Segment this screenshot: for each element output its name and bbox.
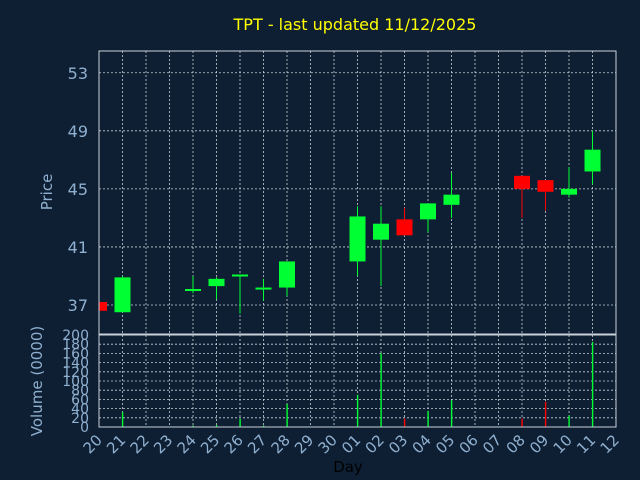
x-tick-label: 22 xyxy=(127,431,153,457)
x-tick-label: 11 xyxy=(573,431,599,457)
x-tick-label: 30 xyxy=(315,431,341,457)
chart-title: TPT - last updated 11/12/2025 xyxy=(233,15,477,34)
volume-tick-label: 60 xyxy=(71,392,89,408)
x-tick-label: 28 xyxy=(268,431,294,457)
price-axis-label: Price xyxy=(38,174,56,211)
volume-plot-frame xyxy=(98,334,617,428)
volume-bar-09 xyxy=(544,401,547,427)
x-tick-label: 21 xyxy=(103,431,129,457)
volume-bar-25 xyxy=(215,425,218,427)
candle-body-11 xyxy=(584,149,601,172)
price-tick-label: 37 xyxy=(68,296,88,315)
volume-tick-label: 20 xyxy=(71,411,89,427)
x-tick-label: 29 xyxy=(291,431,317,457)
candle-body-08 xyxy=(514,175,530,189)
price-tick-label: 49 xyxy=(68,122,88,141)
volume-bar-01 xyxy=(356,394,359,427)
volume-bars xyxy=(121,341,594,427)
candle-body-27 xyxy=(255,287,272,290)
volume-axis-label: Volume (0000) xyxy=(28,326,46,436)
candle-body-25 xyxy=(208,278,225,287)
x-tick-label: 27 xyxy=(244,431,270,457)
volume-bar-21 xyxy=(121,412,124,427)
x-tick-label: 12 xyxy=(597,431,623,457)
volume-bar-04 xyxy=(427,410,429,427)
price-tick-label: 45 xyxy=(68,180,88,199)
price-tick-label: 53 xyxy=(68,64,88,83)
candle-body-01 xyxy=(349,216,366,262)
candle-body-09 xyxy=(537,180,554,192)
volume-tick-label: 100 xyxy=(62,374,89,390)
volume-tick-label: 40 xyxy=(71,402,89,418)
price-gridlines xyxy=(98,51,617,334)
candle-body-24 xyxy=(185,289,201,292)
x-tick-label: 01 xyxy=(338,431,364,457)
price-tick-label: 41 xyxy=(68,238,88,257)
volume-tick-label: 160 xyxy=(62,346,89,362)
x-tick-label: 04 xyxy=(409,431,435,457)
candle-body-03 xyxy=(396,219,413,236)
volume-tick-label: 0 xyxy=(80,420,89,436)
x-tick-label: 25 xyxy=(197,431,223,457)
day-axis-label: Day xyxy=(333,458,363,476)
volume-bar-02 xyxy=(380,353,382,427)
volume-tick-label: 80 xyxy=(71,383,89,399)
candle-body-05 xyxy=(443,194,460,205)
day-x-ticks: 2021222324252627282930010203040506070809… xyxy=(80,431,623,457)
x-tick-label: 08 xyxy=(503,431,529,457)
candlesticks xyxy=(98,130,601,314)
x-tick-label: 07 xyxy=(479,431,505,457)
candle-body-26 xyxy=(232,274,248,277)
x-tick-label: 02 xyxy=(362,431,388,457)
candle-body-28 xyxy=(279,261,295,288)
x-tick-label: 05 xyxy=(432,431,458,457)
volume-tick-label: 120 xyxy=(62,365,89,381)
x-tick-label: 09 xyxy=(526,431,552,457)
x-tick-label: 10 xyxy=(550,431,576,457)
candle-body-02 xyxy=(373,223,389,240)
x-tick-label: 03 xyxy=(385,431,411,457)
volume-bar-03 xyxy=(403,418,406,427)
volume-tick-label: 200 xyxy=(62,328,89,344)
x-tick-label: 26 xyxy=(221,431,247,457)
volume-bar-05 xyxy=(450,400,453,427)
volume-bar-24 xyxy=(192,425,194,427)
x-tick-label: 24 xyxy=(174,431,200,457)
volume-bar-27 xyxy=(262,425,265,427)
x-tick-label: 06 xyxy=(456,431,482,457)
volume-bar-08 xyxy=(521,418,523,427)
candle-body-21 xyxy=(114,277,131,313)
volume-bar-11 xyxy=(591,341,594,427)
volume-tick-label: 140 xyxy=(62,356,89,372)
candle-body-04 xyxy=(420,203,436,220)
volume-bar-26 xyxy=(239,418,241,427)
candle-body-10 xyxy=(561,188,577,195)
candle-body-20 xyxy=(99,302,107,311)
volume-bar-28 xyxy=(286,404,288,427)
price-y-ticks: 37 41 45 49 53 xyxy=(68,64,88,315)
x-tick-label: 23 xyxy=(150,431,176,457)
volume-tick-label: 180 xyxy=(62,337,89,353)
price-plot-frame xyxy=(98,50,617,335)
volume-bar-10 xyxy=(568,415,570,427)
